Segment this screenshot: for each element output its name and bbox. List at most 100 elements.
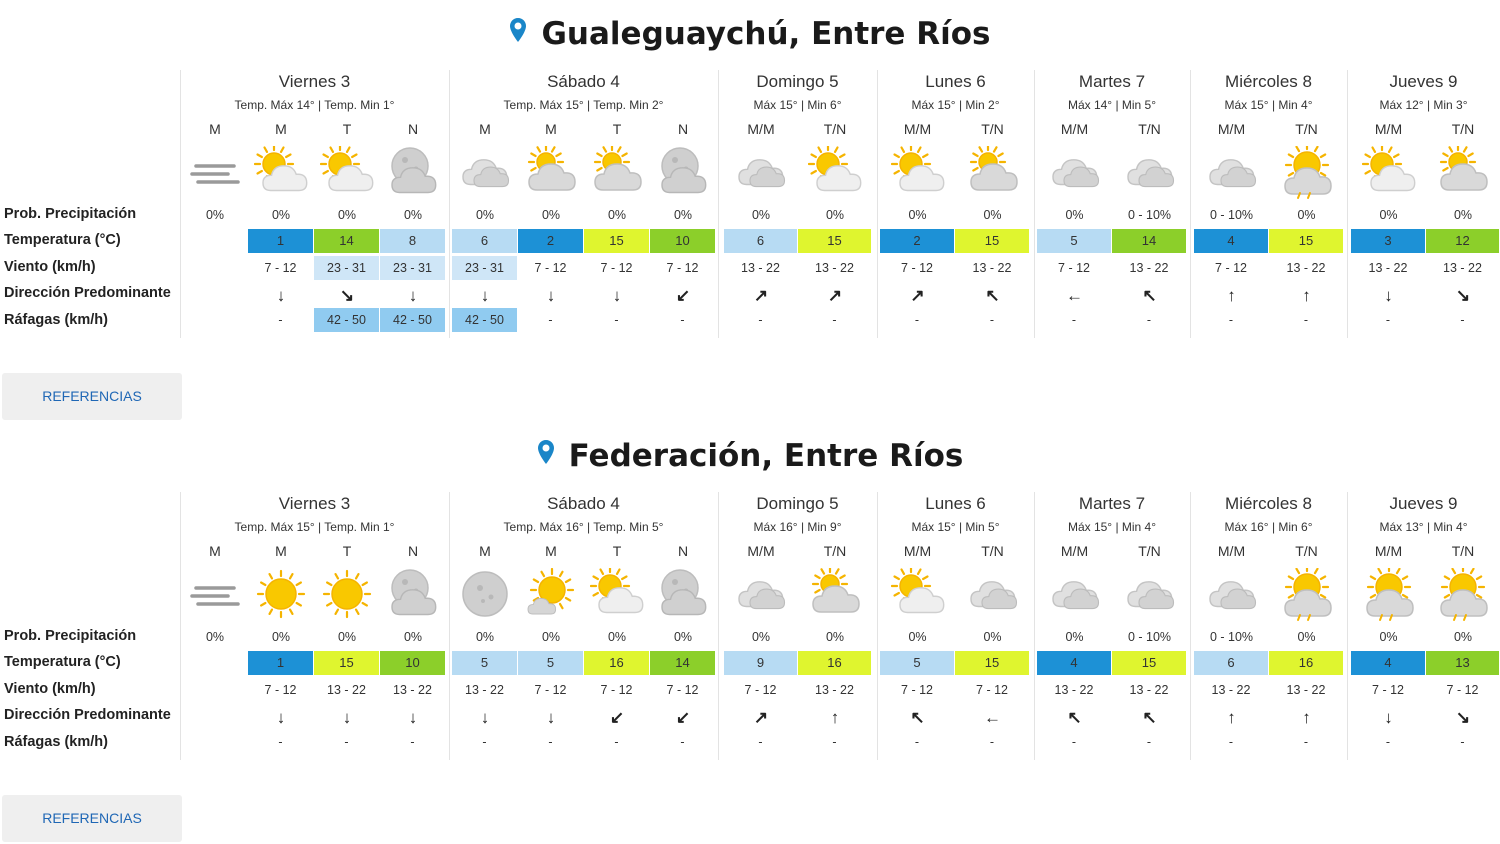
wind-value: 23 - 31 — [380, 256, 445, 280]
period-label: T/N — [1138, 543, 1161, 559]
wind-value: 7 - 12 — [901, 261, 933, 275]
period-label: T/N — [1451, 543, 1475, 559]
wind-direction-arrow-icon: ↖ — [1142, 286, 1157, 305]
day-divider — [718, 492, 719, 760]
partly-cloudy-icon — [584, 146, 650, 198]
wind-direction-arrow-icon: ← — [1066, 286, 1083, 305]
wind-direction-arrow-icon: ↑ — [1227, 286, 1236, 305]
precip-value: 0% — [205, 208, 225, 222]
gust-value: 42 - 50 — [452, 308, 517, 332]
precip-value: 0% — [983, 630, 1002, 644]
wind-direction-arrow-icon: ↘ — [1455, 286, 1471, 305]
period-label: T/N — [1138, 121, 1161, 137]
period-label: T/N — [981, 543, 1004, 559]
gust-value: - — [680, 313, 685, 327]
row-label-precip: Prob. Precipitación — [4, 206, 137, 222]
day-divider — [1034, 492, 1035, 760]
gust-value: - — [1460, 313, 1465, 327]
day-name: Domingo 5 — [756, 72, 839, 91]
period-label: T/N — [1451, 121, 1475, 137]
location-section: Federación, Entre Ríos Prob. Precipitació… — [0, 422, 1500, 844]
moon-cloud-icon — [650, 568, 716, 620]
location-pin-icon — [509, 13, 527, 53]
wind-direction-arrow-icon — [182, 706, 248, 730]
sun-rain-icon — [1269, 568, 1344, 621]
wind-direction-arrow-icon: ↗ — [753, 286, 769, 305]
wind-value: 7 - 12 — [1446, 683, 1479, 697]
precip-value: 0% — [751, 630, 771, 644]
day-temp-range: Máx 15° | Min 4° — [1067, 520, 1157, 534]
day-name: Miércoles 8 — [1225, 72, 1312, 91]
gust-value: - — [832, 735, 837, 749]
precip-value: 0% — [1065, 630, 1084, 644]
precip-value: 0% — [983, 208, 1002, 222]
temperature-value: 15 — [314, 651, 379, 675]
day-name: Jueves 9 — [1389, 494, 1458, 513]
wind-value: 7 - 12 — [666, 683, 699, 697]
period-label: M/M — [747, 121, 775, 137]
references-button[interactable]: REFERENCIAS — [2, 373, 182, 420]
temperature-value: 2 — [880, 229, 954, 253]
day-name: Martes 7 — [1078, 72, 1146, 91]
gust-value: - — [832, 313, 837, 327]
temperature-value: 8 — [380, 229, 445, 253]
precip-value: 0% — [271, 208, 291, 222]
location-section: Gualeguaychú, Entre Ríos Prob. Precipitac… — [2, 13, 1499, 420]
precip-value: 0% — [908, 630, 927, 644]
partly-sunny-icon — [798, 146, 872, 198]
wind-direction-arrow-icon: ↓ — [1384, 286, 1393, 305]
moon-cloud-icon — [380, 568, 446, 620]
day-temp-range: Máx 13° | Min 4° — [1379, 520, 1468, 534]
temperature-value: 3 — [1351, 229, 1425, 253]
precip-value: 0% — [1297, 208, 1316, 222]
wind-value: 13 - 22 — [1054, 683, 1094, 697]
gust-value: - — [914, 735, 920, 749]
references-button[interactable]: REFERENCIAS — [2, 795, 182, 842]
temperature-value: 15 — [1269, 229, 1343, 253]
day-name: Domingo 5 — [756, 494, 839, 513]
wind-direction-arrow-icon — [182, 284, 248, 308]
period-label: T — [612, 543, 622, 559]
gust-value: - — [482, 735, 487, 749]
gust-value: - — [989, 313, 995, 327]
period-label: T — [612, 121, 622, 137]
precip-value: 0% — [1297, 630, 1316, 644]
period-label: T/N — [1295, 543, 1318, 559]
cloudy-icon — [452, 146, 518, 198]
period-label: M/M — [1060, 543, 1089, 559]
cloudy-icon — [1112, 568, 1187, 620]
precip-value: 0 - 10% — [1127, 208, 1172, 222]
day-temp-range: Máx 15° | Min 2° — [911, 98, 1000, 112]
temperature-value: 15 — [584, 229, 649, 253]
precip-value: 0% — [1453, 630, 1473, 644]
period-label: M — [545, 543, 557, 559]
wind-direction-arrow-icon: ↗ — [827, 286, 843, 305]
temperature-value: 6 — [1194, 651, 1268, 675]
day-name: Lunes 6 — [925, 72, 986, 91]
wind-value: 13 - 22 — [327, 683, 366, 697]
wind-direction-arrow-icon: ↓ — [276, 286, 286, 305]
day-name: Jueves 9 — [1389, 72, 1458, 91]
cloudy-icon — [1194, 146, 1269, 198]
gust-value: - — [1303, 735, 1309, 749]
wind-value: 13 - 22 — [1443, 261, 1482, 275]
precip-value: 0% — [825, 208, 845, 222]
temperature-value: 1 — [248, 229, 313, 253]
period-label: N — [677, 121, 689, 137]
wind-value: 7 - 12 — [264, 261, 297, 275]
precip-value: 0% — [673, 630, 693, 644]
precip-value: 0% — [908, 208, 927, 222]
precip-value: 0% — [1065, 208, 1084, 222]
period-label: M — [479, 543, 491, 559]
row-label-wind: Viento (km/h) — [4, 681, 96, 697]
gust-value: - — [1385, 735, 1391, 749]
period-label: T — [342, 543, 352, 559]
period-label: M/M — [747, 543, 775, 559]
precip-value: 0 - 10% — [1209, 208, 1254, 222]
partly-sunny-icon — [248, 146, 314, 198]
wind-value: 7 - 12 — [976, 683, 1008, 697]
period-label: N — [407, 543, 419, 559]
gust-value: - — [548, 313, 553, 327]
cloudy-icon — [1037, 568, 1112, 620]
temperature-value: 14 — [650, 651, 715, 675]
